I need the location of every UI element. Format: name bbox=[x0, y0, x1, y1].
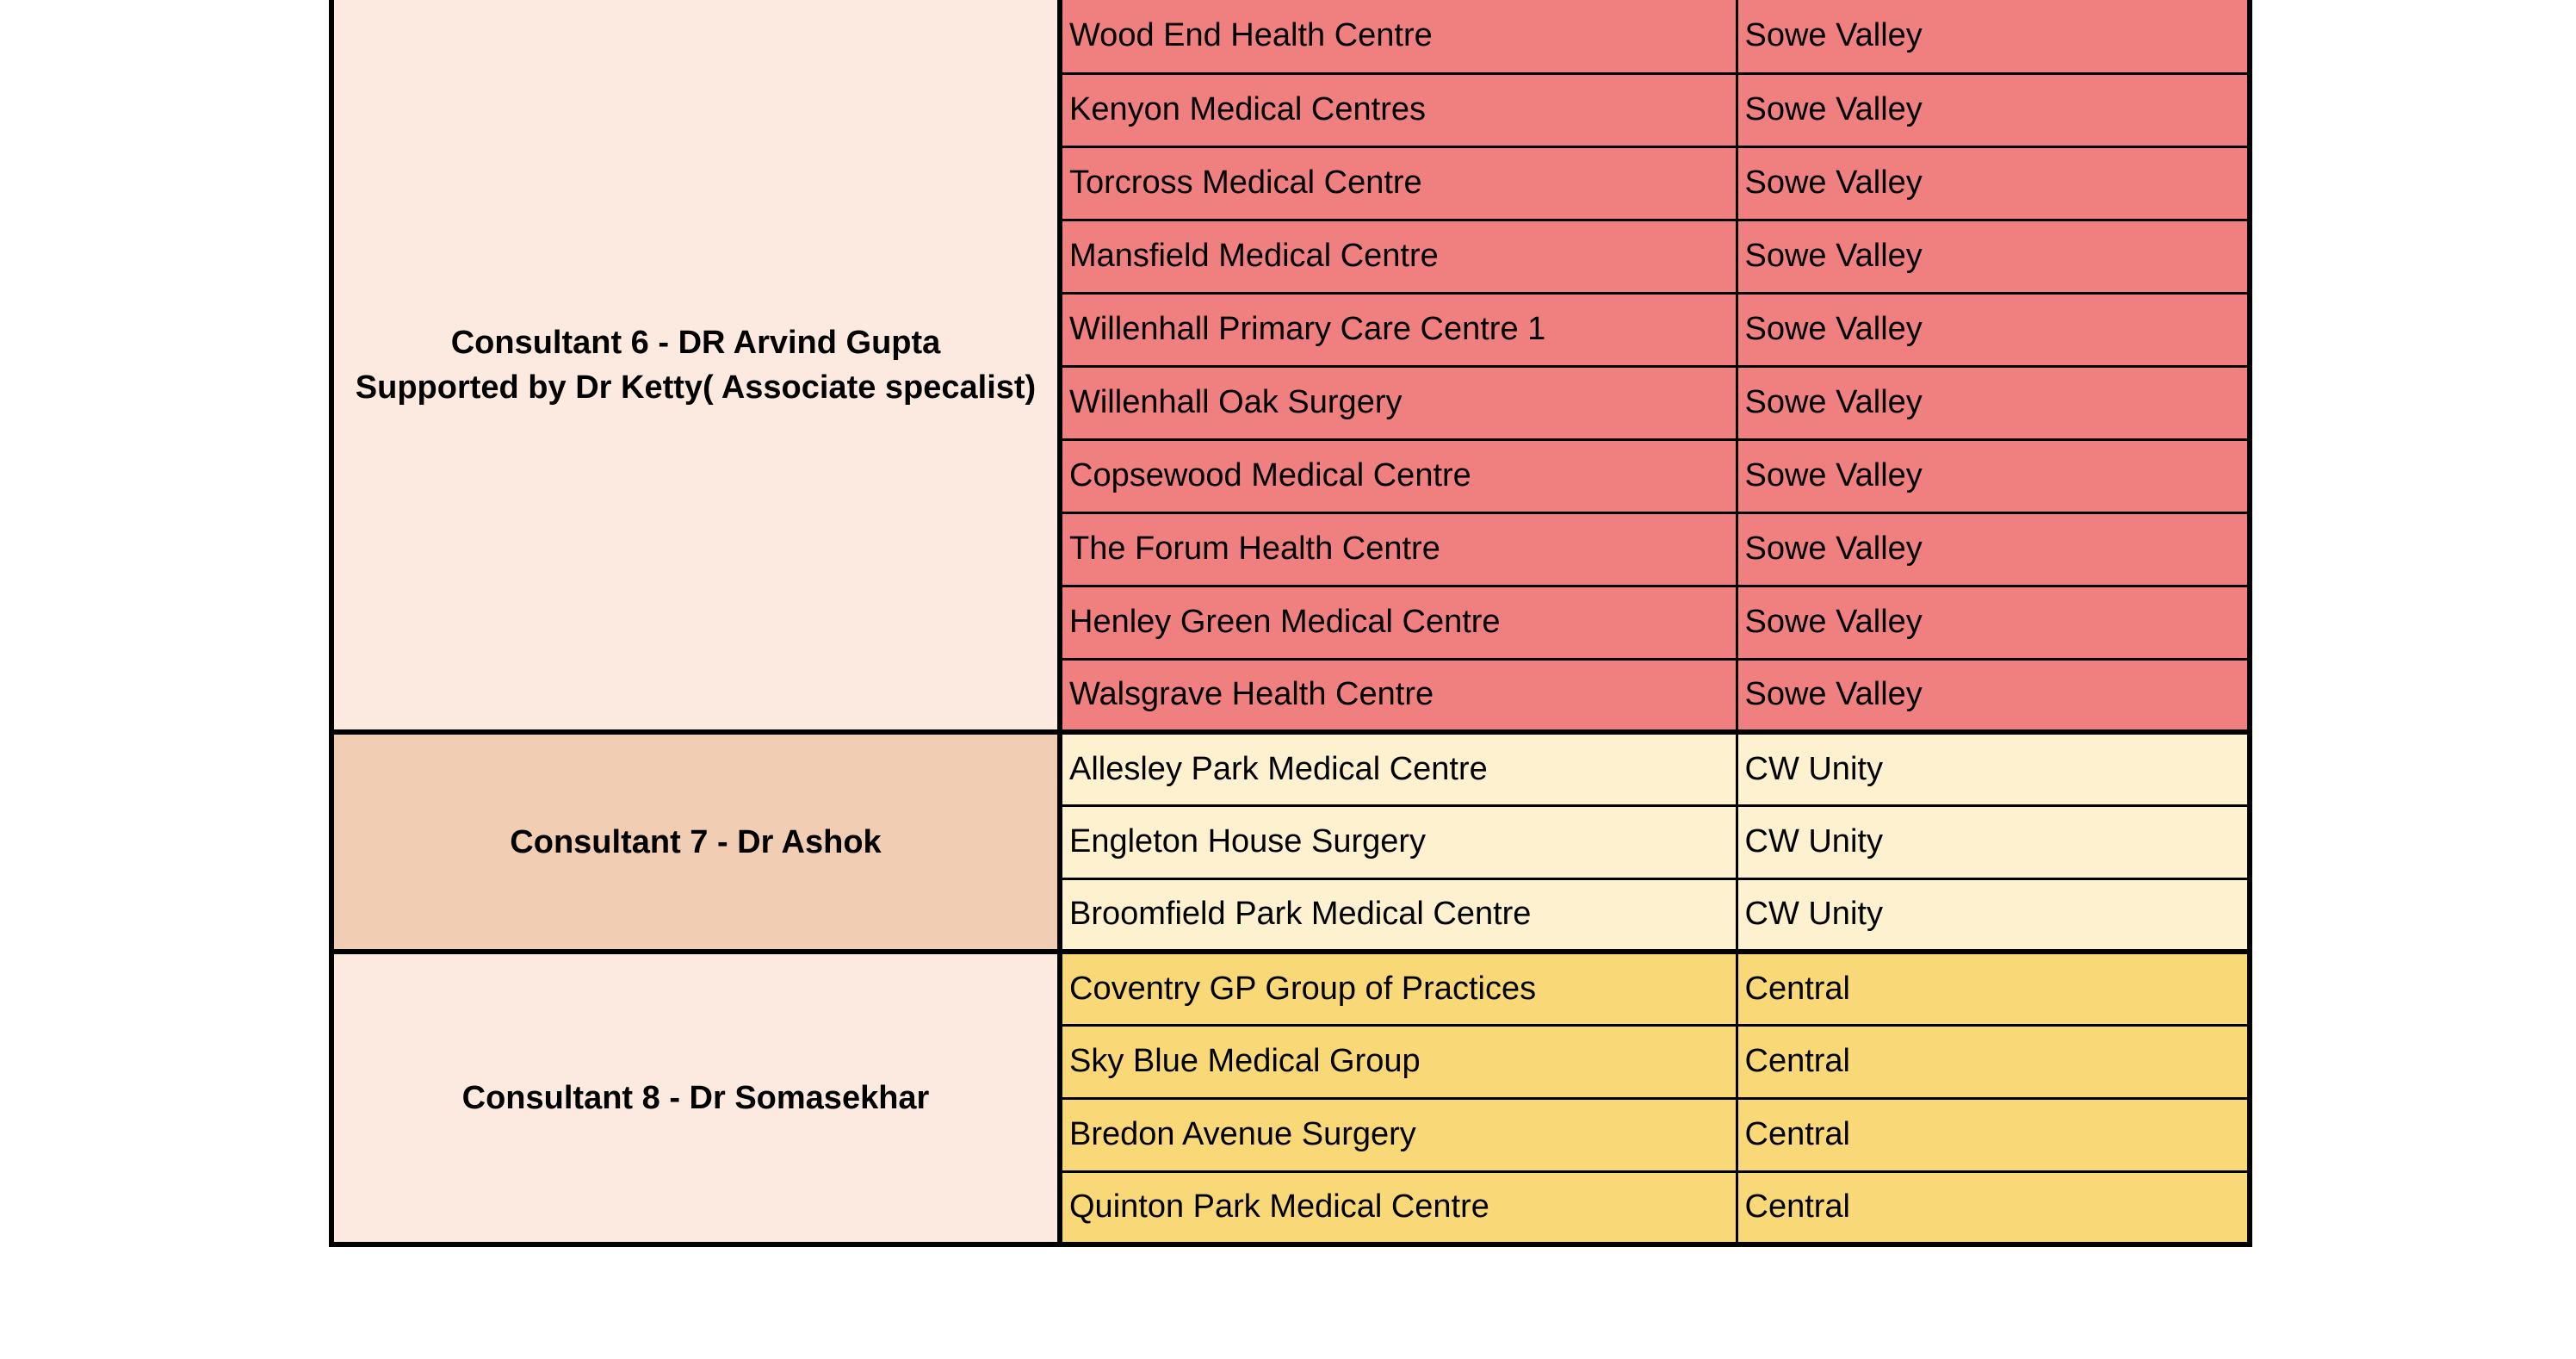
practice-cell: Henley Green Medical Centre bbox=[1058, 584, 1738, 661]
area-cell: Sowe Valley bbox=[1735, 291, 2252, 368]
area-cell: Sowe Valley bbox=[1735, 218, 2252, 295]
practice-cell: Kenyon Medical Centres bbox=[1058, 71, 1738, 148]
practice-cell: Bredon Avenue Surgery bbox=[1058, 1096, 1738, 1173]
area-cell: Central bbox=[1735, 949, 2252, 1027]
consultant-cell: Consultant 6 - DR Arvind Gupta Supported … bbox=[329, 0, 1062, 735]
consultant-cell: Consultant 8 - Dr Somasekhar bbox=[329, 949, 1062, 1247]
table-row: Mansfield Medical Centre Sowe Valley bbox=[331, 218, 2252, 295]
area-cell: Sowe Valley bbox=[1735, 364, 2252, 441]
practice-cell: Allesley Park Medical Centre bbox=[1058, 729, 1738, 807]
table-row: Willenhall Primary Care Centre 1 Sowe Val… bbox=[331, 291, 2252, 368]
table-row: Henley Green Medical Centre Sowe Valley bbox=[331, 584, 2252, 661]
consultant-support: Supported by Dr Ketty( Associate specali… bbox=[355, 369, 1037, 406]
consultant-name: Consultant 6 - DR Arvind Gupta bbox=[450, 324, 941, 361]
practice-cell: Mansfield Medical Centre bbox=[1058, 218, 1738, 295]
practice-cell: Willenhall Oak Surgery bbox=[1058, 364, 1738, 441]
practice-cell: Coventry GP Group of Practices bbox=[1058, 949, 1738, 1027]
practice-cell: Walsgrave Health Centre bbox=[1058, 657, 1738, 734]
area-cell: CW Unity bbox=[1735, 804, 2252, 880]
area-cell: Sowe Valley bbox=[1735, 511, 2252, 587]
area-cell: Sowe Valley bbox=[1735, 0, 2252, 75]
table-row: The Forum Health Centre Sowe Valley bbox=[331, 511, 2252, 587]
area-cell: CW Unity bbox=[1735, 729, 2252, 807]
area-cell: CW Unity bbox=[1735, 877, 2252, 953]
practice-cell: Sky Blue Medical Group bbox=[1058, 1023, 1738, 1100]
table-row: Sky Blue Medical Group Central bbox=[331, 1023, 2252, 1100]
area-cell: Sowe Valley bbox=[1735, 584, 2252, 661]
area-cell: Sowe Valley bbox=[1735, 437, 2252, 514]
table-row: Consultant 7 - Dr Ashok Allesley Park Med… bbox=[329, 729, 2252, 954]
area-cell: Sowe Valley bbox=[1735, 145, 2252, 221]
table-body: Consultant 6 - DR Arvind Gupta Supported … bbox=[329, 0, 2252, 1247]
practice-cell: Wood End Health Centre bbox=[1058, 0, 1738, 75]
consultant-name: Consultant 7 - Dr Ashok bbox=[510, 823, 882, 860]
consultant-cell: Consultant 7 - Dr Ashok bbox=[329, 729, 1062, 954]
practice-cell: Quinton Park Medical Centre bbox=[1058, 1170, 1738, 1247]
consultant-name: Consultant 8 - Dr Somasekhar bbox=[461, 1080, 930, 1116]
practice-cell: Torcross Medical Centre bbox=[1058, 145, 1738, 221]
practice-cell: The Forum Health Centre bbox=[1058, 511, 1738, 587]
consultant-practice-table: Consultant 6 - DR Arvind Gupta Supported … bbox=[329, 0, 2252, 1247]
area-cell: Central bbox=[1735, 1023, 2252, 1100]
practice-cell: Willenhall Primary Care Centre 1 bbox=[1058, 291, 1738, 368]
table-row: Walsgrave Health Centre Sowe Valley bbox=[331, 657, 2252, 734]
table-row: Quinton Park Medical Centre Central bbox=[331, 1170, 2252, 1247]
area-cell: Sowe Valley bbox=[1735, 71, 2252, 148]
table-row: Consultant 8 - Dr Somasekhar Coventry GP … bbox=[329, 949, 2252, 1247]
table-row: Kenyon Medical Centres Sowe Valley bbox=[331, 71, 2252, 148]
area-cell: Central bbox=[1735, 1170, 2252, 1247]
table-row: Torcross Medical Centre Sowe Valley bbox=[331, 145, 2252, 221]
table-row: Copsewood Medical Centre Sowe Valley bbox=[331, 437, 2252, 514]
practice-cell: Broomfield Park Medical Centre bbox=[1058, 877, 1738, 953]
area-cell: Central bbox=[1735, 1096, 2252, 1173]
practice-cell: Copsewood Medical Centre bbox=[1058, 437, 1738, 514]
table-row: Willenhall Oak Surgery Sowe Valley bbox=[331, 364, 2252, 441]
table-row: Consultant 6 - DR Arvind Gupta Supported … bbox=[329, 0, 2252, 735]
table-row: Engleton House Surgery CW Unity bbox=[331, 804, 2252, 880]
area-cell: Sowe Valley bbox=[1735, 657, 2252, 734]
table-row: Broomfield Park Medical Centre CW Unity bbox=[331, 877, 2252, 953]
table-row: Bredon Avenue Surgery Central bbox=[331, 1096, 2252, 1173]
practice-cell: Engleton House Surgery bbox=[1058, 804, 1738, 880]
